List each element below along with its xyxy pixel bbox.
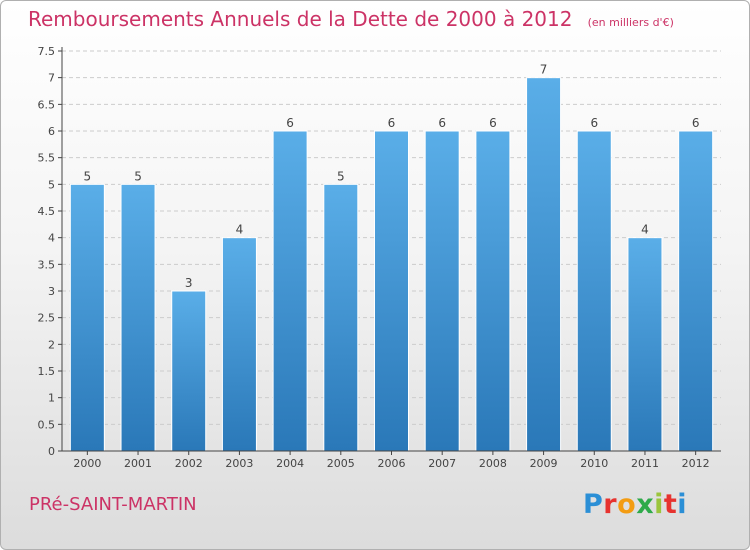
y-tick-label: 6.5 — [38, 98, 56, 111]
bar-2005 — [323, 183, 359, 452]
x-tick-label-2005: 2005 — [327, 457, 355, 470]
y-tick-label: 5.5 — [38, 152, 56, 165]
data-label-2002: 3 — [185, 276, 193, 290]
x-tick-label-2010: 2010 — [580, 457, 608, 470]
x-tick-label-2003: 2003 — [225, 457, 253, 470]
bar-2009 — [526, 77, 562, 452]
brand-letter: i — [654, 489, 664, 520]
chart-title: Remboursements Annuels de la Dette de 20… — [28, 7, 573, 31]
data-label-2006: 6 — [388, 116, 396, 130]
data-label-2004: 6 — [286, 116, 294, 130]
brand-letter: P — [583, 489, 604, 520]
brand-letter: x — [636, 489, 655, 520]
bar-2011 — [627, 237, 663, 452]
data-label-2003: 4 — [236, 223, 244, 237]
location-name: PRé-SAINT-MARTIN — [29, 494, 197, 515]
brand-letter: t — [663, 489, 678, 520]
data-label-2011: 4 — [641, 223, 649, 237]
bar-2012 — [678, 130, 714, 452]
bar-2007 — [424, 130, 460, 452]
y-tick-label: 1 — [48, 392, 55, 405]
chart-title-block: Remboursements Annuels de la Dette de 20… — [28, 7, 674, 31]
data-label-2001: 5 — [134, 169, 142, 183]
y-tick-label: 6 — [48, 125, 55, 138]
bar-2004 — [272, 130, 308, 452]
bar-2006 — [374, 130, 409, 452]
brand-letter: i — [677, 489, 688, 520]
brand-letter: o — [617, 489, 637, 520]
x-tick-label-2009: 2009 — [530, 457, 558, 470]
x-tick-label-2007: 2007 — [428, 457, 456, 470]
x-tick-label-2001: 2001 — [124, 457, 152, 470]
y-tick-label: 4.5 — [38, 205, 56, 218]
y-tick-label: 7.5 — [38, 45, 56, 58]
data-label-2005: 5 — [337, 169, 345, 183]
brand-logo: Proxiti — [583, 489, 687, 520]
bar-2000 — [69, 183, 105, 452]
y-tick-label: 3 — [48, 285, 55, 298]
bar-2010 — [576, 130, 612, 452]
bar-2002 — [171, 290, 207, 452]
x-tick-label-2006: 2006 — [378, 457, 406, 470]
y-tick-label: 7 — [48, 72, 55, 85]
data-label-2009: 7 — [540, 63, 548, 77]
y-tick-label: 4 — [48, 232, 55, 245]
y-tick-label: 2.5 — [38, 312, 56, 325]
data-label-2010: 6 — [590, 116, 598, 130]
data-label-2000: 5 — [84, 169, 92, 183]
x-tick-label-2012: 2012 — [682, 457, 710, 470]
data-label-2007: 6 — [438, 116, 446, 130]
bars: 5 5 3 4 6 5 6 6 6 7 6 4 6 — [69, 63, 714, 452]
data-label-2012: 6 — [692, 116, 700, 130]
y-tick-label: 3.5 — [38, 258, 56, 271]
x-tick-label-2004: 2004 — [276, 457, 304, 470]
brand-letter: r — [603, 489, 618, 520]
bar-2003 — [221, 237, 257, 452]
y-tick-label: 2 — [48, 338, 55, 351]
x-tick-label-2008: 2008 — [479, 457, 507, 470]
y-tick-label: 0 — [48, 445, 55, 458]
axes: 0 0.5 1 1.5 2 2.5 3 3.5 4 4.5 5 5.5 6 6.5 7 7.5 2000 2001… — [38, 45, 721, 470]
y-tick-label: 0.5 — [38, 418, 56, 431]
x-tick-label-2000: 2000 — [73, 457, 101, 470]
y-tick-label: 5 — [48, 178, 55, 191]
bar-2008 — [475, 130, 511, 452]
bar-2001 — [120, 183, 156, 452]
data-label-2008: 6 — [489, 116, 497, 130]
y-tick-label: 1.5 — [38, 365, 56, 378]
x-tick-label-2011: 2011 — [631, 457, 659, 470]
x-tick-label-2002: 2002 — [175, 457, 203, 470]
chart-unit-note: (en milliers d'€) — [587, 16, 674, 29]
